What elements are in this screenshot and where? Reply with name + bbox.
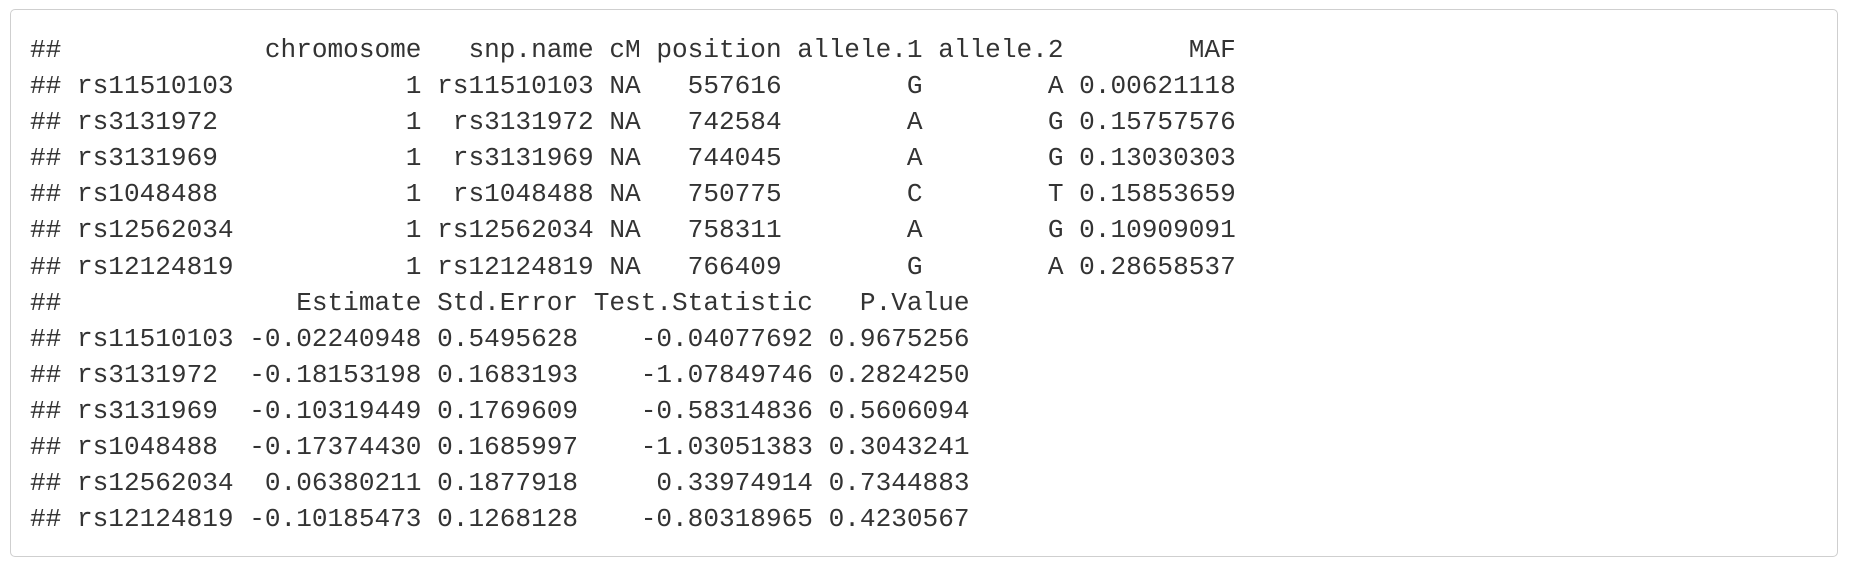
stats-row: ## rs12562034 0.06380211 0.1877918 0.339… [30, 468, 970, 499]
snp-info-row: ## rs12124819 1 rs12124819 NA 766409 G A… [30, 251, 1236, 282]
stats-row: ## rs12124819 -0.10185473 0.1268128 -0.8… [30, 504, 970, 535]
stats-row: ## rs3131969 -0.10319449 0.1769609 -0.58… [30, 395, 970, 426]
stats-row: ## rs11510103 -0.02240948 0.5495628 -0.0… [30, 323, 970, 354]
stats-row: ## rs3131972 -0.18153198 0.1683193 -1.07… [30, 359, 970, 390]
snp-info-row: ## rs11510103 1 rs11510103 NA 557616 G A… [30, 71, 1236, 102]
snp-info-header-line: ## chromosome snp.name cM position allel… [30, 35, 1236, 65]
snp-info-row: ## rs3131969 1 rs3131969 NA 744045 A G 0… [30, 143, 1236, 174]
snp-info-row: ## rs1048488 1 rs1048488 NA 750775 C T 0… [30, 179, 1236, 210]
snp-info-row: ## rs12562034 1 rs12562034 NA 758311 A G… [30, 215, 1236, 246]
code-output-block: ## chromosome snp.name cM position allel… [10, 9, 1838, 557]
snp-info-row: ## rs3131972 1 rs3131972 NA 742584 A G 0… [30, 107, 1236, 138]
stats-header-line: ## Estimate Std.Error Test.Statistic P.V… [30, 287, 970, 318]
stats-row: ## rs1048488 -0.17374430 0.1685997 -1.03… [30, 432, 970, 463]
